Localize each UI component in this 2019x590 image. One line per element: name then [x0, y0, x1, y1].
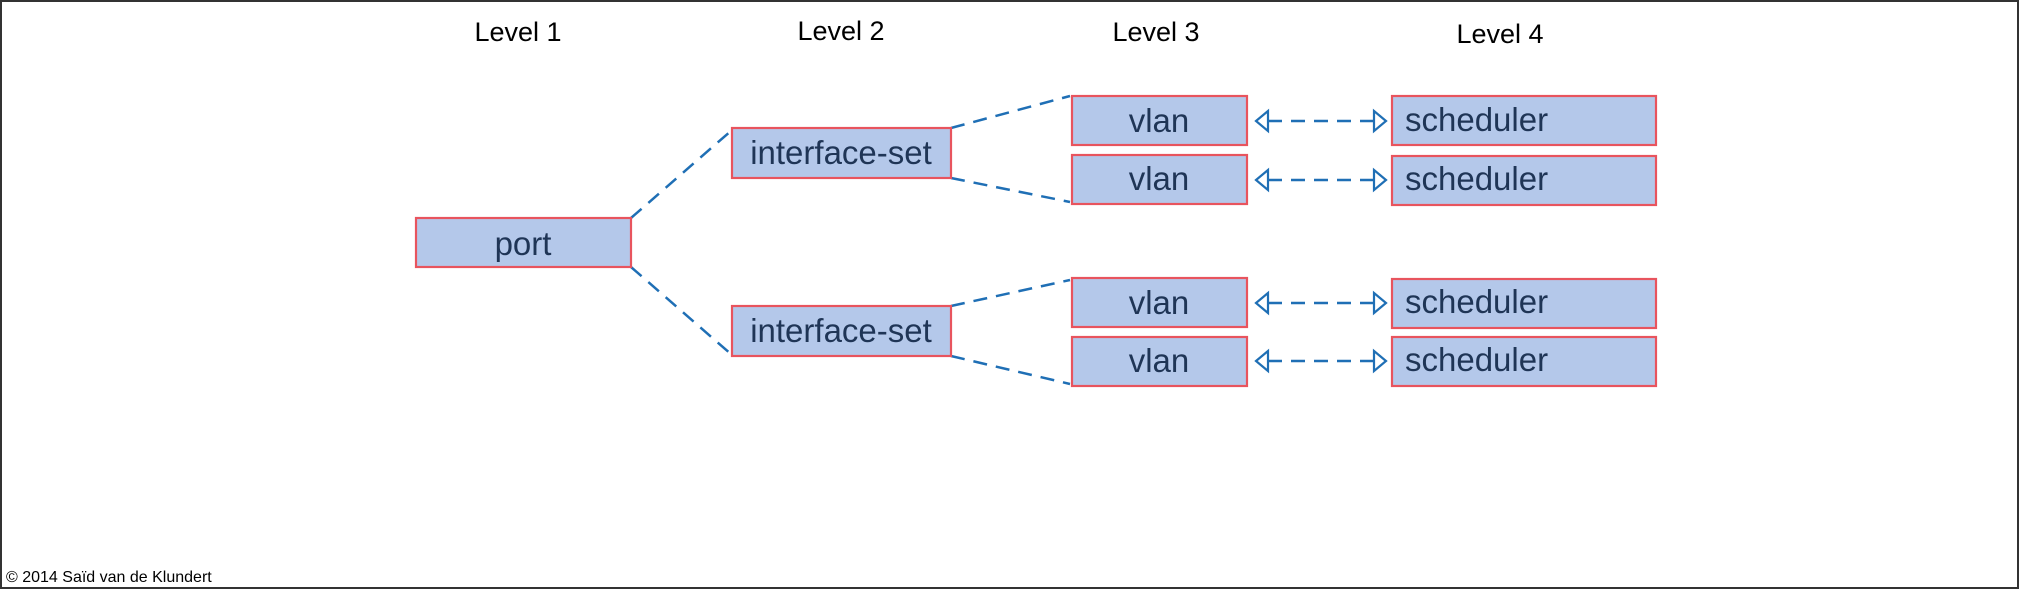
arrow-left-head — [1254, 290, 1270, 316]
level-2-label: Level 2 — [797, 16, 884, 46]
node-scheduler-4: scheduler — [1390, 335, 1658, 388]
node-interface-set-top-label: interface-set — [750, 134, 932, 171]
connector-interface-set-top-to-vlan-1 — [950, 94, 1071, 130]
level-1-label: Level 1 — [474, 17, 561, 47]
arrow-right-head — [1372, 348, 1388, 374]
node-port-label: port — [495, 225, 552, 262]
node-scheduler-4-label: scheduler — [1405, 341, 1548, 378]
connector-interface-set-bottom-to-vlan-3 — [950, 278, 1071, 308]
arrow-right-head — [1372, 167, 1388, 193]
node-interface-set-top: interface-set — [730, 126, 953, 180]
level-4-label: Level 4 — [1456, 19, 1543, 49]
node-vlan-4: vlan — [1070, 335, 1249, 388]
level-3-label: Level 3 — [1112, 17, 1199, 47]
arrow-vlan-2-scheduler-2 — [1254, 167, 1388, 193]
node-vlan-1-label: vlan — [1129, 102, 1190, 139]
node-interface-set-bottom: interface-set — [730, 304, 953, 358]
node-vlan-2: vlan — [1070, 153, 1249, 206]
copyright-notice: © 2014 Saïd van de Klundert — [6, 569, 212, 586]
node-interface-set-bottom-label: interface-set — [750, 312, 932, 349]
node-vlan-4-label: vlan — [1129, 342, 1190, 379]
arrow-right-head — [1372, 290, 1388, 316]
arrow-right-head — [1372, 108, 1388, 134]
arrow-left-head — [1254, 348, 1270, 374]
node-vlan-3: vlan — [1070, 276, 1249, 329]
arrow-left-head — [1254, 167, 1270, 193]
node-vlan-1: vlan — [1070, 94, 1249, 147]
node-scheduler-1-label: scheduler — [1405, 101, 1548, 138]
node-vlan-2-label: vlan — [1129, 160, 1190, 197]
node-scheduler-3: scheduler — [1390, 277, 1658, 330]
node-scheduler-2: scheduler — [1390, 154, 1658, 207]
connector-port-to-interface-set-bottom — [630, 266, 733, 356]
node-scheduler-3-label: scheduler — [1405, 283, 1548, 320]
node-vlan-3-label: vlan — [1129, 284, 1190, 321]
arrow-vlan-1-scheduler-1 — [1254, 108, 1388, 134]
node-port: port — [414, 216, 633, 269]
connector-interface-set-bottom-to-vlan-4 — [950, 354, 1071, 386]
arrow-left-head — [1254, 108, 1270, 134]
node-scheduler-2-label: scheduler — [1405, 160, 1548, 197]
connector-interface-set-top-to-vlan-2 — [950, 176, 1071, 204]
connector-port-to-interface-set-top — [630, 129, 733, 219]
node-scheduler-1: scheduler — [1390, 94, 1658, 147]
arrow-vlan-4-scheduler-4 — [1254, 348, 1388, 374]
arrow-vlan-3-scheduler-3 — [1254, 290, 1388, 316]
